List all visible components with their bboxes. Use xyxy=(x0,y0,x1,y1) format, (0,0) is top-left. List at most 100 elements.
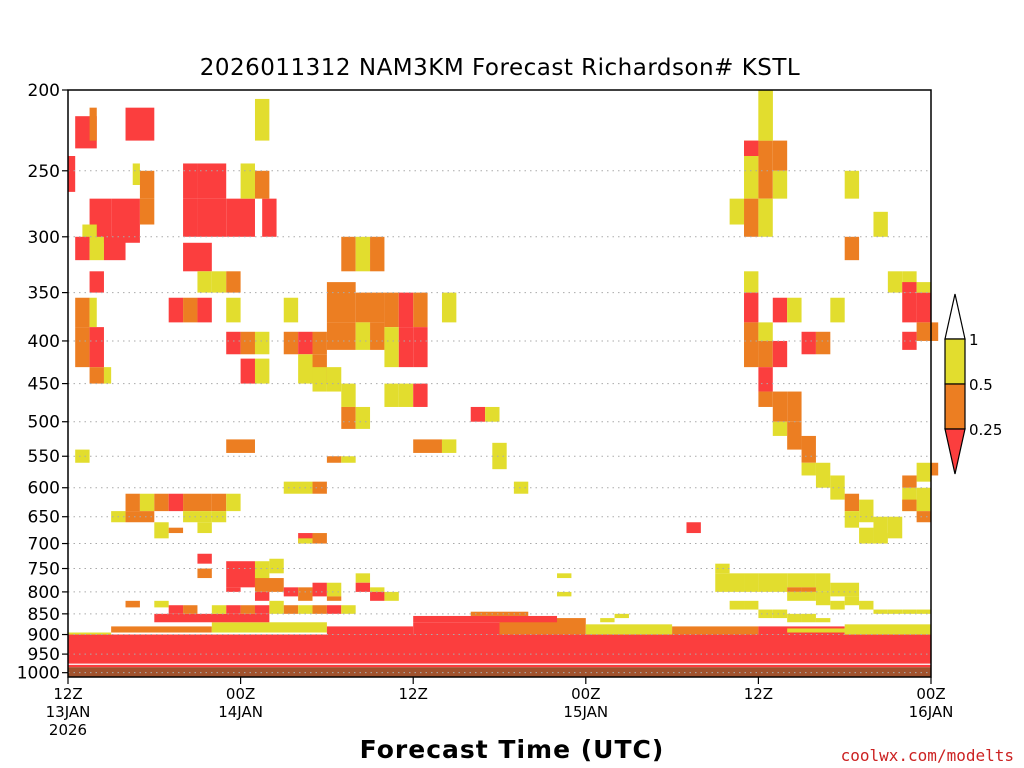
ri-cell xyxy=(283,331,299,355)
ri-cell xyxy=(240,605,255,614)
ri-cell xyxy=(254,170,270,199)
ri-cell xyxy=(887,516,903,539)
ri-cell xyxy=(758,140,773,199)
ri-cell xyxy=(211,511,227,523)
legend-colorbar: 1 0.5 0.25 xyxy=(944,293,1002,475)
ri-cell xyxy=(772,609,788,619)
ri-cell xyxy=(355,322,371,350)
low-level-band xyxy=(154,613,270,623)
ri-cell xyxy=(758,391,773,407)
ri-cell xyxy=(801,613,816,623)
ri-cell xyxy=(916,609,931,614)
ri-cell xyxy=(859,499,874,523)
ri-cell xyxy=(916,292,931,323)
ri-cell xyxy=(226,331,241,355)
x-tick-label: 15JAN xyxy=(563,703,608,721)
low-level-band xyxy=(68,634,931,668)
ri-cell xyxy=(211,271,227,293)
ri-cell xyxy=(815,618,831,623)
ri-cell xyxy=(744,573,759,592)
ri-cell xyxy=(513,481,529,494)
low-level-band xyxy=(111,626,212,633)
ri-cell xyxy=(873,609,888,614)
ri-cell xyxy=(758,573,788,592)
ri-cell xyxy=(298,533,313,544)
x-tick-label: 12Z xyxy=(53,685,82,703)
x-tick-label: 00Z xyxy=(916,685,945,703)
ri-cell xyxy=(89,367,104,384)
ri-cell xyxy=(355,582,371,592)
ri-cell xyxy=(470,406,486,422)
legend-label-1: 1 xyxy=(969,331,979,349)
ri-cell xyxy=(815,591,831,606)
y-tick-label: 900 xyxy=(28,626,60,646)
ri-cell xyxy=(125,600,140,608)
ri-cell xyxy=(154,493,169,512)
ri-cell xyxy=(75,449,90,463)
ri-cell xyxy=(758,609,773,619)
ri-cell xyxy=(772,140,788,171)
ri-cell xyxy=(744,322,759,368)
legend-label-0-5: 0.5 xyxy=(969,376,993,394)
ri-cell xyxy=(441,292,457,323)
ri-cell xyxy=(413,292,428,328)
y-tick-label: 300 xyxy=(28,228,60,248)
y-axis: 200 250 300 350 400 450 500 550 600 650 700 750 8008… xyxy=(17,81,68,684)
ri-cell xyxy=(326,282,356,323)
ri-cell xyxy=(269,600,284,614)
low-level-band xyxy=(470,611,529,616)
ri-cell xyxy=(873,211,888,237)
ri-cell xyxy=(89,327,104,368)
ri-cell xyxy=(729,198,745,225)
ri-cell xyxy=(844,236,860,261)
ri-cell xyxy=(183,198,198,237)
ri-cell xyxy=(254,98,270,141)
ri-cell xyxy=(715,563,730,574)
ri-cell xyxy=(341,383,356,407)
y-tick-label: 800 xyxy=(28,583,60,603)
ri-cell xyxy=(758,198,773,237)
ri-cell xyxy=(370,587,385,592)
legend-bin-mid xyxy=(944,383,966,430)
ri-cell xyxy=(211,493,227,512)
y-tick-label: 400 xyxy=(28,332,60,352)
ri-cell xyxy=(226,439,255,453)
ri-cell xyxy=(183,242,212,272)
ground-layer xyxy=(68,667,931,677)
ri-cell xyxy=(326,367,342,392)
y-tick-label: 650 xyxy=(28,508,60,528)
ri-cell xyxy=(413,383,428,407)
ri-cell xyxy=(89,107,97,141)
ri-cell xyxy=(283,587,299,597)
ri-cell xyxy=(931,322,939,341)
ri-cell xyxy=(772,421,788,436)
ri-cell xyxy=(916,487,931,512)
ri-cell xyxy=(312,331,327,355)
ri-cell xyxy=(787,613,802,623)
ri-cell xyxy=(801,331,816,355)
ri-cell xyxy=(715,573,745,592)
ri-cell xyxy=(787,573,816,588)
ri-cell xyxy=(758,367,773,392)
x-axis-label: Forecast Time (UTC) xyxy=(360,735,665,764)
ri-cell xyxy=(370,236,385,272)
ri-cell xyxy=(902,282,917,293)
ri-cell xyxy=(226,561,255,588)
ri-cell xyxy=(744,140,759,157)
low-level-band xyxy=(211,622,327,633)
y-tick-label: 950 xyxy=(28,645,60,665)
y-tick-label: 750 xyxy=(28,560,60,580)
x-tick-label: 12Z xyxy=(399,685,428,703)
x-tick-label: 00Z xyxy=(226,685,255,703)
ri-cell xyxy=(887,271,903,293)
ri-cell xyxy=(355,406,371,429)
y-tick-label: 450 xyxy=(28,375,60,395)
x-tick-label: 2026 xyxy=(49,721,87,739)
ri-cell xyxy=(355,573,371,583)
ri-cell xyxy=(312,533,327,544)
ri-cell xyxy=(298,354,313,384)
ri-cell xyxy=(370,591,385,601)
ri-cell xyxy=(283,605,299,614)
ri-cell xyxy=(744,271,759,293)
ri-cell xyxy=(254,358,270,384)
